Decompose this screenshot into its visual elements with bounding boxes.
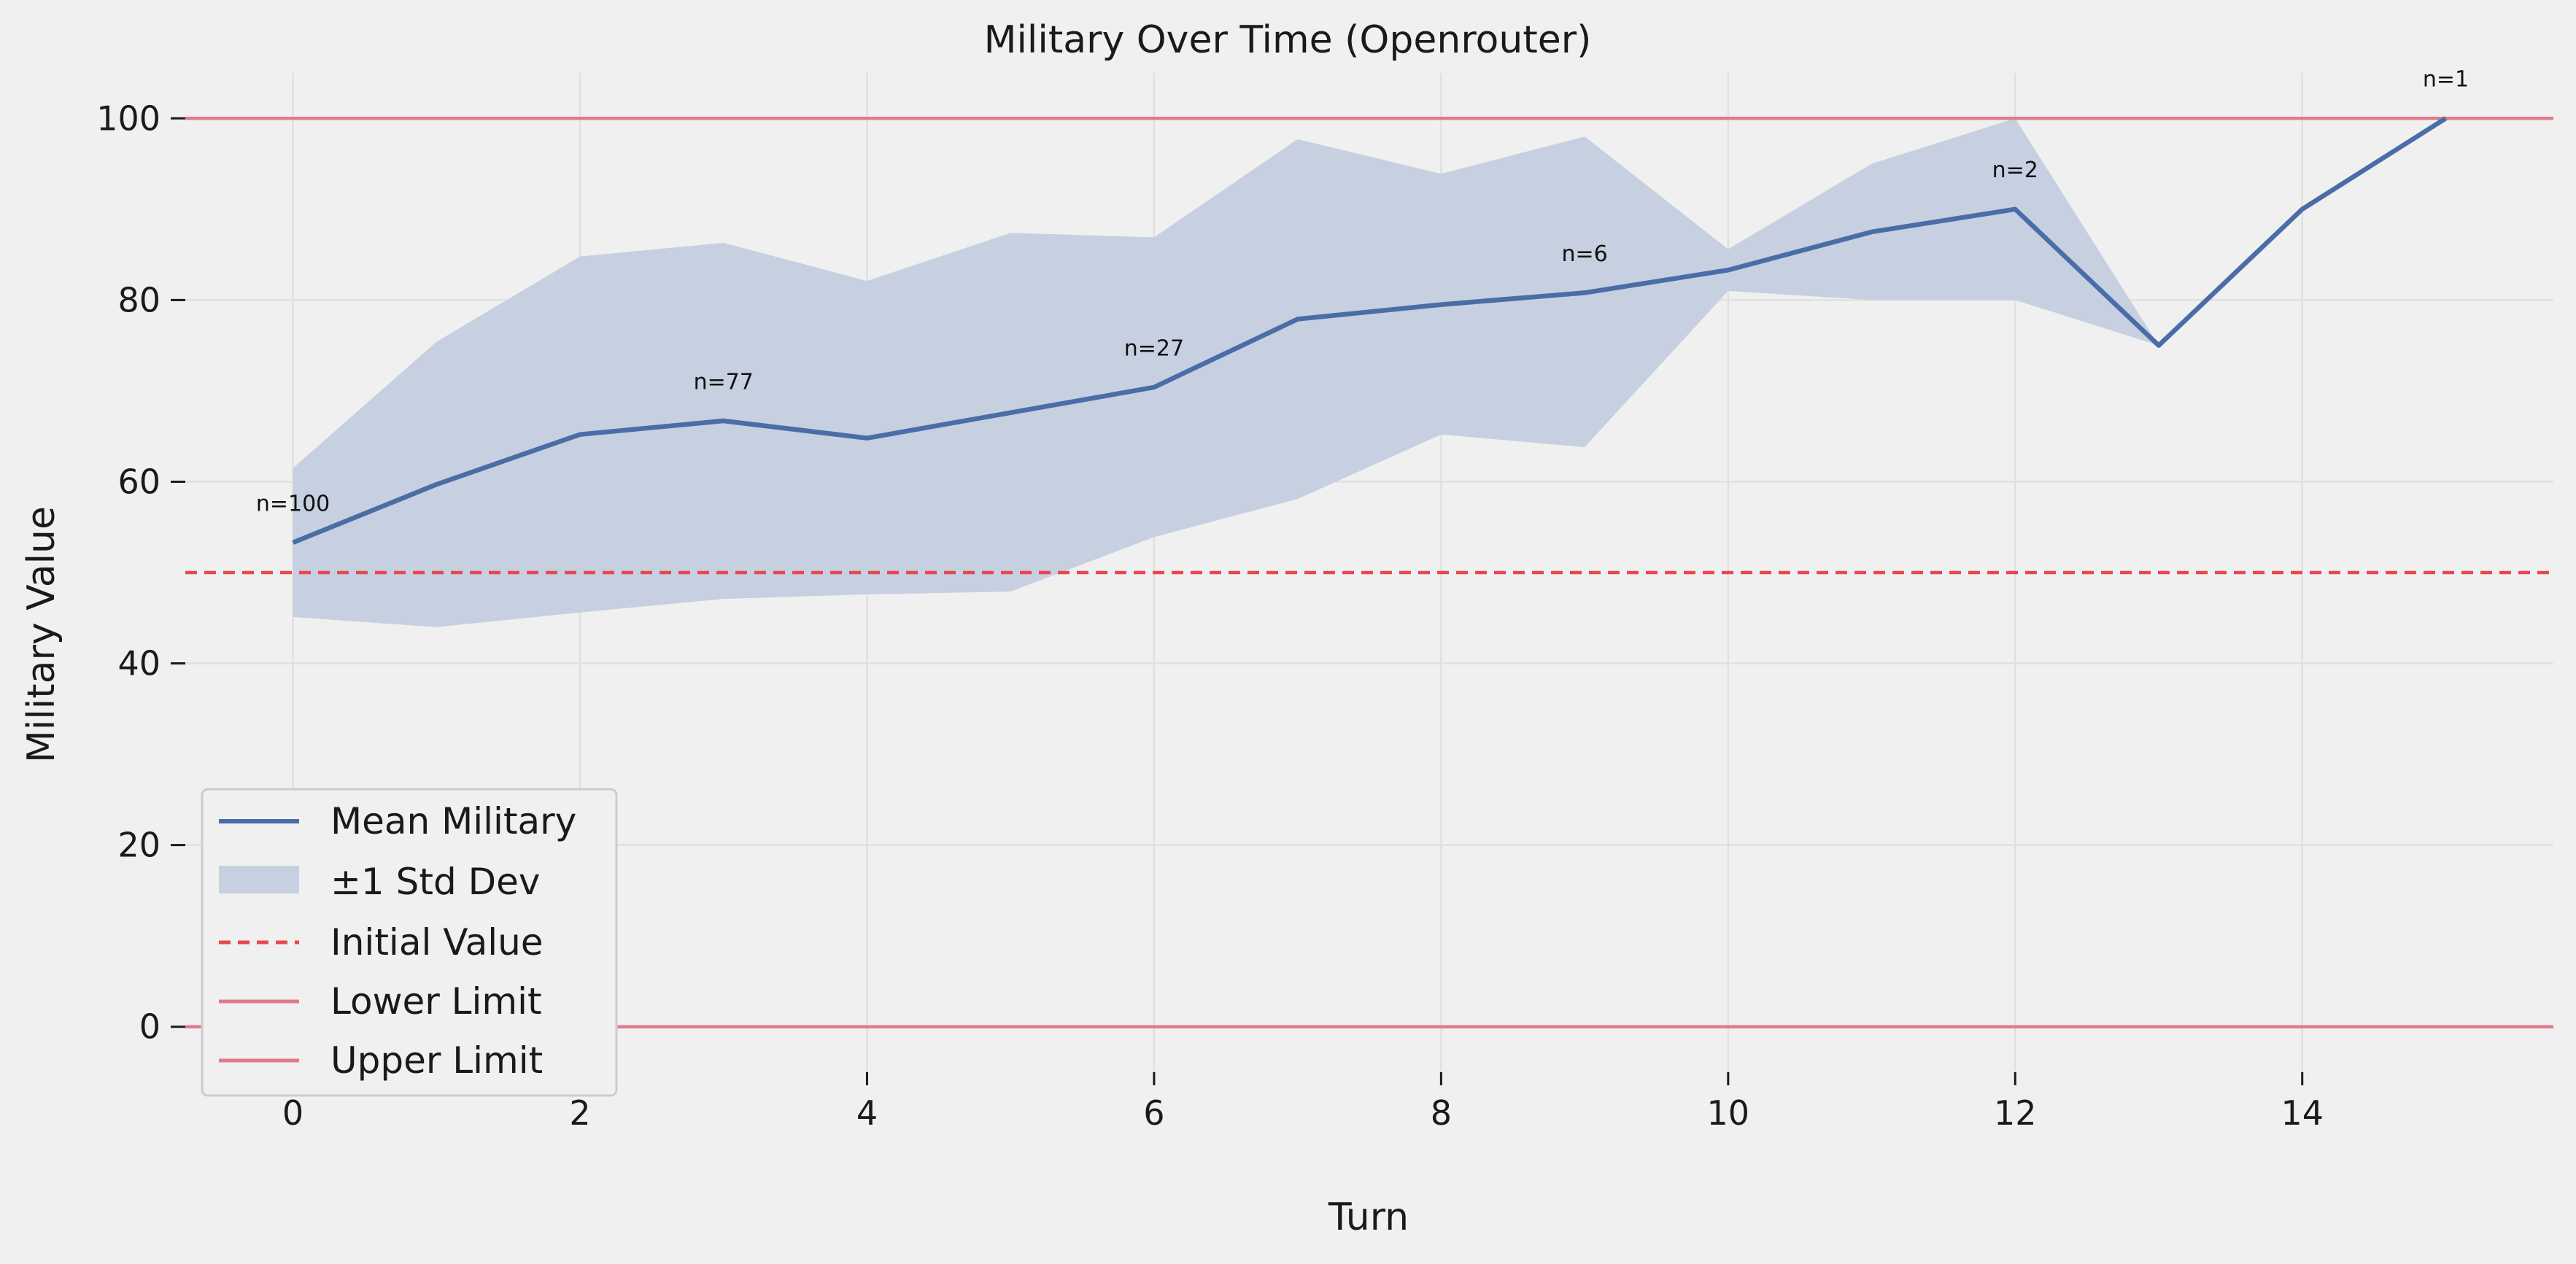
x-tick-label: 4 — [856, 1093, 878, 1133]
x-tick-label: 10 — [1707, 1093, 1750, 1133]
x-tick-label: 14 — [2281, 1093, 2324, 1133]
y-tick-label: 100 — [96, 98, 160, 138]
y-axis-ticks: 0 20 40 60 80 100 — [96, 98, 185, 1047]
legend: Mean Military ±1 Std Dev Initial Value L… — [201, 788, 618, 1097]
legend-label-mean: Mean Military — [330, 800, 576, 842]
x-axis-label: Turn — [1328, 1195, 1409, 1239]
y-tick-label: 80 — [117, 280, 160, 319]
std-dev-band — [293, 118, 2446, 627]
sample-size-label: n=2 — [1992, 158, 2038, 183]
legend-label-std: ±1 Std Dev — [330, 861, 540, 903]
x-tick-label: 8 — [1431, 1093, 1452, 1133]
sample-size-annotations: n=100 n=77 n=27 n=6 n=2 n=1 — [256, 67, 2469, 517]
legend-label-lower: Lower Limit — [330, 980, 542, 1023]
x-axis-ticks: 0 2 4 6 8 10 12 14 — [282, 1072, 2324, 1133]
y-axis-label: Military Value — [20, 506, 63, 763]
legend-label-initial: Initial Value — [330, 921, 544, 963]
x-tick-label: 2 — [569, 1093, 590, 1133]
x-tick-label: 6 — [1143, 1093, 1164, 1133]
sample-size-label: n=27 — [1124, 336, 1184, 361]
x-tick-label: 12 — [1994, 1093, 2037, 1133]
y-tick-label: 0 — [139, 1007, 160, 1047]
mean-series — [292, 116, 2448, 545]
sample-size-label: n=6 — [1561, 241, 1607, 267]
sample-size-label: n=77 — [694, 369, 754, 395]
legend-label-upper: Upper Limit — [330, 1039, 543, 1082]
x-tick-label: 0 — [282, 1093, 303, 1133]
y-tick-label: 20 — [117, 826, 160, 865]
std-dev-area — [293, 118, 2446, 627]
sample-size-label: n=1 — [2423, 67, 2469, 93]
legend-swatch-std — [219, 866, 299, 893]
mean-military-line — [292, 116, 2448, 545]
legend-frame — [201, 788, 618, 1097]
y-tick-label: 40 — [117, 644, 160, 683]
chart-title: Military Over Time (Openrouter) — [984, 18, 1592, 62]
sample-size-label: n=100 — [256, 491, 330, 516]
y-tick-label: 60 — [117, 462, 160, 501]
